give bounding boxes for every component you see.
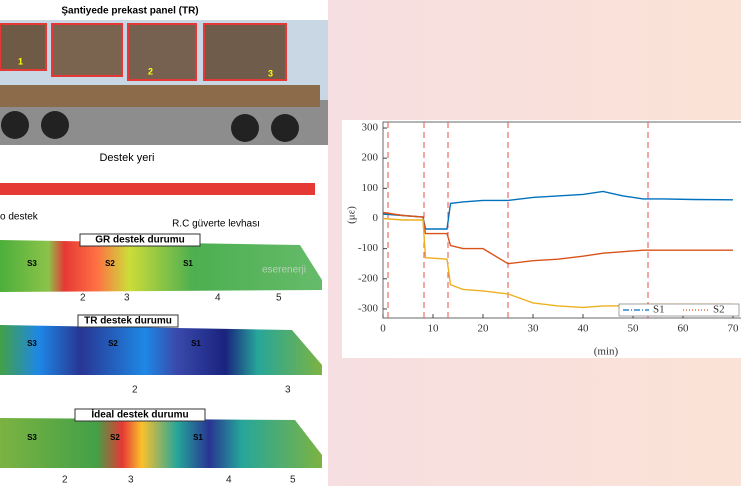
support-label: 2 [62,475,68,486]
photo-label: 2 [148,66,153,76]
support-label: 2 [80,293,86,304]
support-label: 3 [285,385,291,396]
wheel [41,111,69,139]
figure-title: Şantiyede prekast panel (TR) [61,6,198,17]
panel-title-box [77,314,179,328]
x-tick-label: 70 [728,323,740,335]
panel-title: TR destek durumu [84,316,172,327]
legend-box [618,303,740,317]
detail-photo [0,23,47,71]
x-tick-label: 60 [678,323,690,335]
panel-title: İdeal destek durumu [91,408,188,421]
sensor-label: S2 [105,259,115,268]
contour-panel [0,240,322,292]
photo-label: 1 [18,56,23,66]
y-axis-label: (με) [346,206,358,224]
panel-title-box [74,408,206,422]
contour-panel [0,325,322,375]
y-tick-label: 200 [362,152,379,164]
x-tick-label: 30 [528,323,540,335]
watermark: eserenerji [262,265,306,276]
sensor-label: S2 [108,339,118,348]
beam-label: o destek [0,212,39,223]
y-tick-label: -200 [358,272,379,284]
support-label: 5 [290,475,296,486]
sensor-label: S2 [110,433,120,442]
plot-area [382,121,741,319]
x-tick-label: 50 [628,323,640,335]
detail-photo [51,23,123,77]
x-tick-label: 40 [578,323,590,335]
x-tick-label: 20 [478,323,490,335]
photo-label: 3 [268,68,273,78]
support-label: 3 [124,293,130,304]
sensor-label: S3 [27,339,37,348]
sensor-label: S1 [191,339,201,348]
panel-title: GR destek durumu [95,235,184,246]
beam [0,183,315,195]
y-tick-label: 100 [362,182,379,194]
detail-photo [203,23,287,81]
wheel [231,114,259,142]
support-label: 4 [226,475,232,486]
x-axis-label: (min) [594,346,619,358]
wheel [271,114,299,142]
sensor-label: S1 [183,259,193,268]
wheel [1,111,29,139]
support-label: 4 [215,293,221,304]
y-tick-label: 0 [373,212,379,224]
support-label: 3 [128,475,134,486]
x-tick-label: 10 [428,323,440,335]
legend-label: S1 [653,304,665,316]
series-line [382,211,733,265]
y-tick-label: -100 [358,242,379,254]
beam-label: R.C güverte levhası [172,219,260,230]
contour-panel [0,418,322,468]
sensor-label: S1 [193,433,203,442]
support-label: 2 [132,385,138,396]
panel-title-box [79,233,201,247]
y-tick-label: -300 [358,302,379,314]
y-tick-label: 300 [362,122,379,134]
beam-label: Destek yeri [99,152,154,164]
sensor-label: S3 [27,433,37,442]
x-tick-label: 0 [380,323,386,335]
detail-photo [127,23,197,81]
panel-on-truck [0,85,320,107]
sensor-label: S3 [27,259,37,268]
legend-label: S2 [713,304,725,316]
support-label: 5 [276,293,282,304]
